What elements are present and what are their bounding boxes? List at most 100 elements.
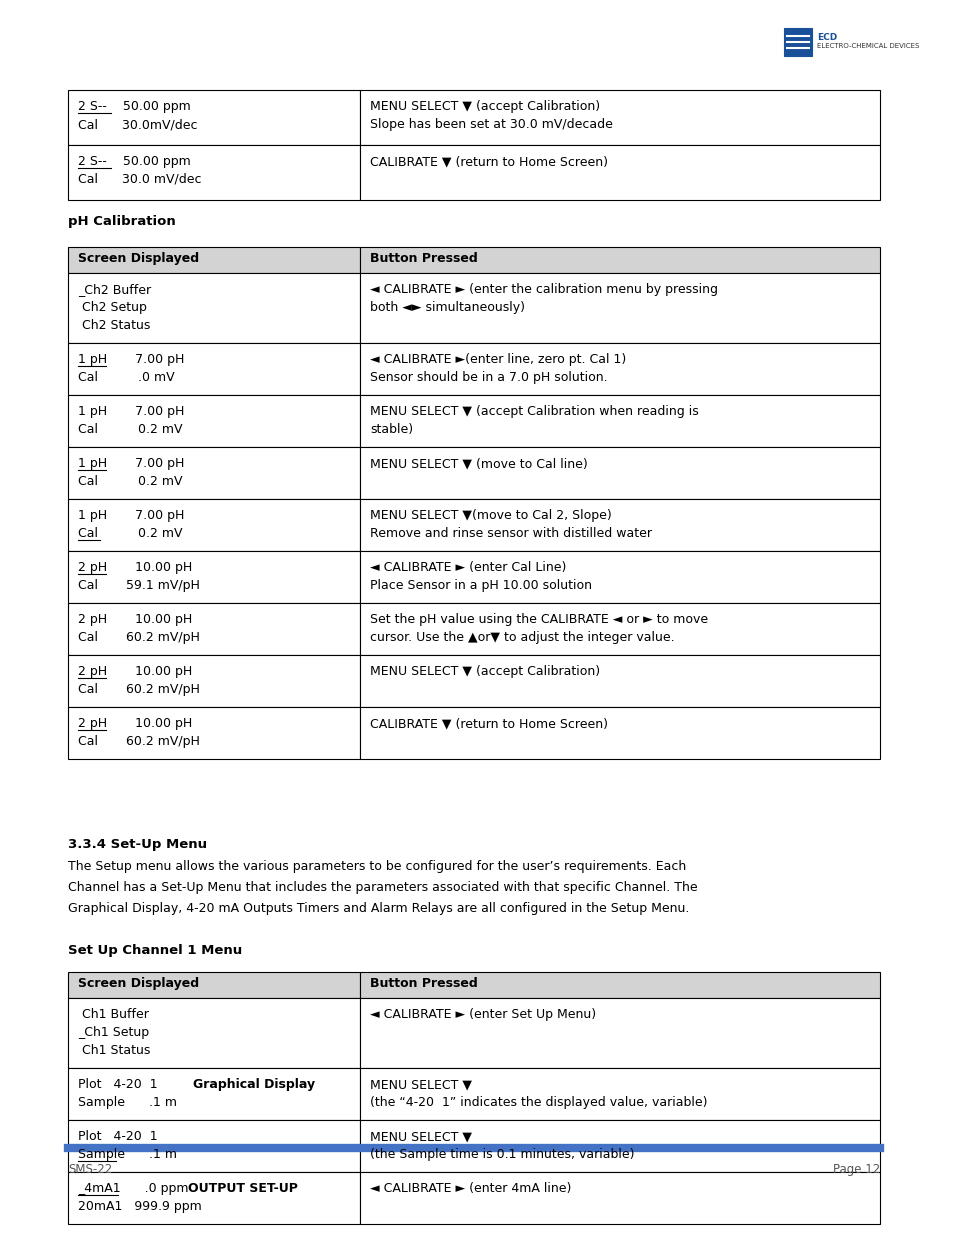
Text: ◄ CALIBRATE ► (enter the calibration menu by pressing: ◄ CALIBRATE ► (enter the calibration men… — [370, 283, 718, 296]
Text: MENU SELECT ▼ (move to Cal line): MENU SELECT ▼ (move to Cal line) — [370, 457, 587, 471]
Text: ◄ CALIBRATE ► (enter Set Up Menu): ◄ CALIBRATE ► (enter Set Up Menu) — [370, 1008, 596, 1021]
Bar — [783, 28, 811, 56]
Text: MENU SELECT ▼: MENU SELECT ▼ — [370, 1130, 472, 1144]
Text: OUTPUT SET-UP: OUTPUT SET-UP — [188, 1182, 297, 1195]
Bar — [359, 343, 879, 395]
Text: MENU SELECT ▼ (accept Calibration): MENU SELECT ▼ (accept Calibration) — [370, 664, 599, 678]
Bar — [359, 1068, 879, 1120]
Text: Graphical Display, 4-20 mA Outputs Timers and Alarm Relays are all configured in: Graphical Display, 4-20 mA Outputs Timer… — [68, 902, 689, 915]
Text: 1 pH       7.00 pH: 1 pH 7.00 pH — [78, 353, 184, 366]
Text: The Setup menu allows the various parameters to be configured for the user’s req: The Setup menu allows the various parame… — [68, 860, 685, 873]
Bar — [68, 90, 359, 144]
Text: ◄ CALIBRATE ►(enter line, zero pt. Cal 1): ◄ CALIBRATE ►(enter line, zero pt. Cal 1… — [370, 353, 625, 366]
Text: Sample      .1 m: Sample .1 m — [78, 1095, 177, 1109]
Text: stable): stable) — [370, 424, 413, 436]
Bar — [68, 655, 359, 706]
Text: 2 S--    50.00 ppm: 2 S-- 50.00 ppm — [78, 156, 191, 168]
Text: Graphical Display: Graphical Display — [193, 1078, 314, 1091]
Text: 1 pH       7.00 pH: 1 pH 7.00 pH — [78, 405, 184, 417]
Bar — [68, 273, 359, 343]
Text: ◄ CALIBRATE ► (enter 4mA line): ◄ CALIBRATE ► (enter 4mA line) — [370, 1182, 571, 1195]
Text: 2 pH       10.00 pH: 2 pH 10.00 pH — [78, 718, 193, 730]
Text: Button Pressed: Button Pressed — [370, 252, 477, 266]
Text: (the “4-20  1” indicates the displayed value, variable): (the “4-20 1” indicates the displayed va… — [370, 1095, 707, 1109]
Text: MENU SELECT ▼(move to Cal 2, Slope): MENU SELECT ▼(move to Cal 2, Slope) — [370, 509, 611, 522]
Text: Screen Displayed: Screen Displayed — [78, 252, 199, 266]
Bar — [359, 90, 879, 144]
Text: Ch2 Setup: Ch2 Setup — [78, 301, 147, 314]
Text: Cal          .0 mV: Cal .0 mV — [78, 370, 174, 384]
Bar — [68, 395, 359, 447]
Bar — [68, 706, 359, 760]
Bar — [359, 603, 879, 655]
Bar — [68, 603, 359, 655]
Bar — [359, 247, 879, 273]
Bar — [68, 499, 359, 551]
Bar — [359, 499, 879, 551]
Bar — [359, 1120, 879, 1172]
Text: Screen Displayed: Screen Displayed — [78, 977, 199, 990]
Bar — [359, 447, 879, 499]
Text: Ch1 Buffer: Ch1 Buffer — [78, 1008, 149, 1021]
Text: Cal          0.2 mV: Cal 0.2 mV — [78, 527, 182, 540]
Text: Set the pH value using the CALIBRATE ◄ or ► to move: Set the pH value using the CALIBRATE ◄ o… — [370, 613, 707, 626]
Bar — [359, 551, 879, 603]
Text: Plot   4-20  1: Plot 4-20 1 — [78, 1130, 157, 1144]
Text: Cal       60.2 mV/pH: Cal 60.2 mV/pH — [78, 631, 200, 643]
Bar — [68, 998, 359, 1068]
Text: Cal       60.2 mV/pH: Cal 60.2 mV/pH — [78, 683, 200, 697]
Bar — [359, 144, 879, 200]
Text: Slope has been set at 30.0 mV/decade: Slope has been set at 30.0 mV/decade — [370, 119, 612, 131]
Text: ◄ CALIBRATE ► (enter Cal Line): ◄ CALIBRATE ► (enter Cal Line) — [370, 561, 566, 574]
Text: MENU SELECT ▼ (accept Calibration): MENU SELECT ▼ (accept Calibration) — [370, 100, 599, 112]
Bar — [68, 551, 359, 603]
Text: Button Pressed: Button Pressed — [370, 977, 477, 990]
Text: Remove and rinse sensor with distilled water: Remove and rinse sensor with distilled w… — [370, 527, 651, 540]
Text: _4mA1      .0 ppm: _4mA1 .0 ppm — [78, 1182, 204, 1195]
Text: Cal       60.2 mV/pH: Cal 60.2 mV/pH — [78, 735, 200, 748]
Bar — [359, 998, 879, 1068]
Text: ELECTRO-CHEMICAL DEVICES: ELECTRO-CHEMICAL DEVICES — [816, 43, 919, 49]
Text: Cal          0.2 mV: Cal 0.2 mV — [78, 475, 182, 488]
Bar — [68, 447, 359, 499]
Text: SMS-22: SMS-22 — [68, 1163, 112, 1176]
Text: Channel has a Set-Up Menu that includes the parameters associated with that spec: Channel has a Set-Up Menu that includes … — [68, 881, 697, 894]
Bar — [359, 655, 879, 706]
Text: Place Sensor in a pH 10.00 solution: Place Sensor in a pH 10.00 solution — [370, 579, 592, 592]
Text: both ◄► simultaneously): both ◄► simultaneously) — [370, 301, 524, 314]
Text: 20mA1   999.9 ppm: 20mA1 999.9 ppm — [78, 1200, 201, 1213]
Bar — [359, 972, 879, 998]
Text: CALIBRATE ▼ (return to Home Screen): CALIBRATE ▼ (return to Home Screen) — [370, 718, 607, 730]
Text: _Ch1 Setup: _Ch1 Setup — [78, 1026, 149, 1039]
Bar — [68, 343, 359, 395]
Text: ECD: ECD — [816, 33, 837, 42]
Text: pH Calibration: pH Calibration — [68, 215, 175, 228]
Bar — [359, 273, 879, 343]
Bar — [359, 395, 879, 447]
Text: 3.3.4 Set-Up Menu: 3.3.4 Set-Up Menu — [68, 839, 207, 851]
Bar — [68, 972, 359, 998]
Text: MENU SELECT ▼: MENU SELECT ▼ — [370, 1078, 472, 1091]
Text: 2 pH       10.00 pH: 2 pH 10.00 pH — [78, 613, 193, 626]
Text: _Ch2 Buffer: _Ch2 Buffer — [78, 283, 151, 296]
Text: CALIBRATE ▼ (return to Home Screen): CALIBRATE ▼ (return to Home Screen) — [370, 156, 607, 168]
Bar — [359, 706, 879, 760]
Text: Set Up Channel 1 Menu: Set Up Channel 1 Menu — [68, 944, 242, 957]
Bar — [68, 144, 359, 200]
Text: Sample      .1 m: Sample .1 m — [78, 1149, 177, 1161]
Text: Plot   4-20  1: Plot 4-20 1 — [78, 1078, 190, 1091]
Text: Cal      30.0mV/dec: Cal 30.0mV/dec — [78, 119, 197, 131]
Bar — [68, 1068, 359, 1120]
Text: Ch1 Status: Ch1 Status — [78, 1044, 151, 1057]
Text: Cal      30.0 mV/dec: Cal 30.0 mV/dec — [78, 173, 201, 186]
Text: Page 12: Page 12 — [832, 1163, 879, 1176]
Text: 1 pH       7.00 pH: 1 pH 7.00 pH — [78, 457, 184, 471]
Text: 1 pH       7.00 pH: 1 pH 7.00 pH — [78, 509, 184, 522]
Text: 2 pH       10.00 pH: 2 pH 10.00 pH — [78, 664, 193, 678]
Text: cursor. Use the ▲or▼ to adjust the integer value.: cursor. Use the ▲or▼ to adjust the integ… — [370, 631, 674, 643]
Text: 2 pH       10.00 pH: 2 pH 10.00 pH — [78, 561, 193, 574]
Text: MENU SELECT ▼ (accept Calibration when reading is: MENU SELECT ▼ (accept Calibration when r… — [370, 405, 698, 417]
Bar — [68, 1172, 359, 1224]
Text: Sensor should be in a 7.0 pH solution.: Sensor should be in a 7.0 pH solution. — [370, 370, 607, 384]
Text: Ch2 Status: Ch2 Status — [78, 319, 151, 332]
